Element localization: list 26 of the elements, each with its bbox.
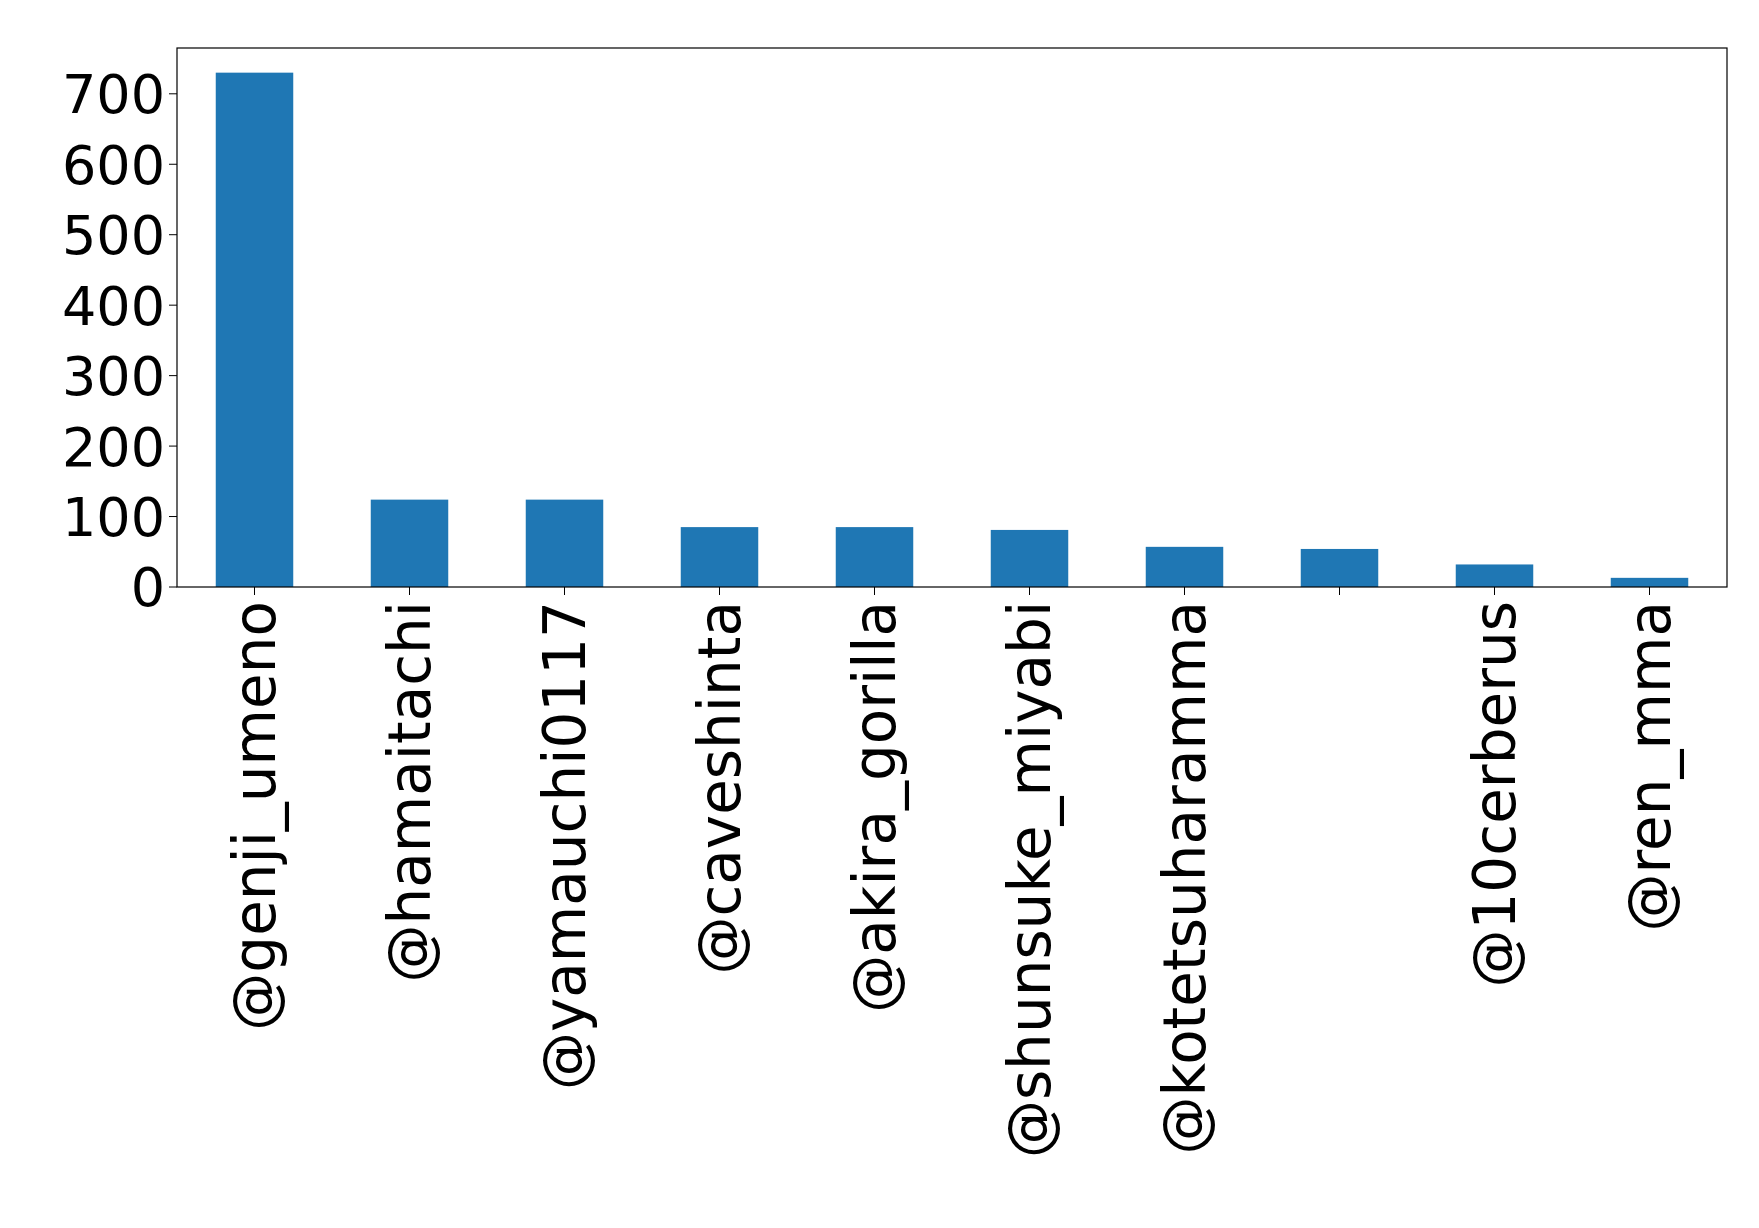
- bar: [370, 499, 449, 587]
- y-tick-label: 0: [130, 556, 165, 620]
- bar: [835, 527, 914, 587]
- x-tick-label: @ren_mma: [1616, 601, 1685, 932]
- bar: [680, 527, 759, 587]
- bar: [1455, 564, 1534, 587]
- bar: [215, 72, 294, 587]
- x-tick-label: @caveshinta: [686, 601, 755, 975]
- y-tick-label: 500: [61, 204, 165, 268]
- bar: [1145, 546, 1224, 587]
- y-tick-label: 100: [61, 485, 165, 549]
- bar: [990, 529, 1069, 587]
- y-tick-label: 600: [61, 133, 165, 197]
- x-tick-label: @yamauchi0117: [531, 601, 600, 1091]
- x-tick-label: @akira_gorilla: [841, 601, 910, 1013]
- x-tick-label: @hamaitachi: [376, 601, 445, 983]
- y-tick-label: 400: [61, 274, 165, 338]
- x-tick-label: @kotetsuharamma: [1151, 601, 1220, 1155]
- y-tick-label: 300: [61, 345, 165, 409]
- y-tick-label: 200: [61, 415, 165, 479]
- x-tick-label: @10cerberus: [1461, 601, 1530, 988]
- x-tick-label: @shunsuke_miyabi: [996, 601, 1065, 1159]
- x-tick-label: @genji_umeno: [221, 601, 290, 1031]
- bar: [1300, 548, 1379, 587]
- bar: [525, 499, 604, 587]
- y-tick-label: 700: [61, 63, 165, 127]
